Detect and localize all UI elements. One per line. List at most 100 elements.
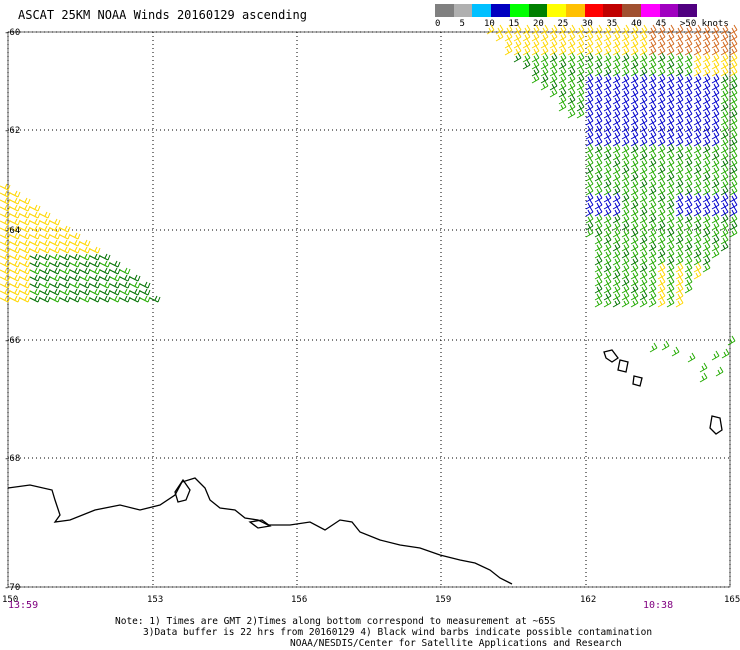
wind-barb	[621, 290, 630, 301]
wind-barb	[630, 220, 639, 231]
wind-barb	[657, 122, 666, 133]
wind-barb	[603, 115, 612, 126]
wind-barb	[59, 239, 71, 247]
wind-barb	[129, 274, 141, 282]
wind-barb	[693, 164, 702, 175]
wind-barb	[702, 241, 711, 252]
wind-barb	[612, 206, 621, 217]
wind-barb	[720, 136, 729, 147]
wind-barb	[666, 31, 675, 42]
wind-barb	[594, 87, 603, 98]
wind-barb	[69, 239, 81, 247]
wind-barb	[576, 59, 585, 70]
wind-barb	[576, 94, 585, 105]
wind-barb	[720, 241, 729, 252]
wind-barb	[702, 73, 711, 84]
wind-barb	[720, 157, 729, 168]
wind-barb	[675, 87, 684, 98]
wind-barb	[621, 185, 630, 196]
wind-barb	[727, 335, 736, 346]
wind-barb	[639, 283, 648, 294]
wind-barb	[702, 143, 711, 154]
wind-barb	[639, 297, 648, 308]
wind-barb	[684, 234, 693, 245]
wind-barb	[675, 171, 684, 182]
wind-barb	[558, 31, 567, 42]
wind-barb	[69, 267, 81, 275]
wind-barb	[657, 276, 666, 287]
wind-barb	[603, 185, 612, 196]
wind-barb	[657, 87, 666, 98]
wind-barb	[69, 281, 81, 289]
wind-barb	[702, 213, 711, 224]
wind-barb	[612, 115, 621, 126]
wind-barb	[666, 45, 675, 56]
wind-barb	[675, 185, 684, 196]
wind-barb	[684, 24, 693, 35]
wind-barb	[675, 108, 684, 119]
wind-barb	[621, 136, 630, 147]
wind-barb	[79, 253, 91, 261]
wind-barb	[69, 253, 81, 261]
wind-barb	[693, 94, 702, 105]
wind-barb	[594, 255, 603, 266]
wind-barb	[711, 38, 720, 49]
wind-barb	[531, 59, 540, 70]
wind-barb	[89, 246, 101, 254]
wind-barb	[594, 262, 603, 273]
wind-barb	[729, 185, 738, 196]
wind-barb	[648, 248, 657, 259]
wind-barb	[648, 122, 657, 133]
wind-barb	[603, 171, 612, 182]
wind-barb	[693, 150, 702, 161]
wind-barb	[720, 143, 729, 154]
wind-barb	[684, 38, 693, 49]
wind-barb	[630, 66, 639, 77]
wind-barb	[59, 274, 71, 282]
wind-barb	[693, 59, 702, 70]
wind-barb	[59, 225, 71, 233]
wind-barb	[19, 239, 31, 247]
wind-barb	[49, 260, 61, 268]
wind-barb	[648, 276, 657, 287]
wind-barb	[585, 59, 594, 70]
wind-barb	[99, 281, 111, 289]
wind-barb	[630, 115, 639, 126]
wind-barb	[119, 288, 131, 296]
wind-barb	[666, 199, 675, 210]
wind-barb	[612, 87, 621, 98]
wind-barb	[693, 269, 702, 280]
legend-label: 15	[508, 19, 520, 29]
wind-barb	[720, 234, 729, 245]
wind-barb	[630, 87, 639, 98]
wind-barb	[612, 248, 621, 259]
wind-barb	[0, 267, 11, 275]
wind-barb	[711, 31, 720, 42]
wind-barb	[657, 171, 666, 182]
footer-note-1: Note: 1) Times are GMT 2)Times along bot…	[115, 616, 556, 627]
wind-barb	[594, 164, 603, 175]
wind-barb	[675, 297, 684, 308]
wind-barb	[9, 274, 21, 282]
wind-barb	[19, 225, 31, 233]
wind-barb	[729, 73, 738, 84]
wind-barb	[531, 52, 540, 63]
wind-barb	[666, 192, 675, 203]
wind-barb	[648, 213, 657, 224]
wind-barb	[702, 24, 711, 35]
wind-barb	[59, 260, 71, 268]
wind-barb	[630, 227, 639, 238]
wind-barb	[603, 38, 612, 49]
wind-barb	[666, 80, 675, 91]
wind-barb	[69, 295, 81, 303]
wind-barb	[657, 52, 666, 63]
wind-barb	[648, 262, 657, 273]
wind-barb	[585, 66, 594, 77]
wind-barb	[29, 211, 41, 219]
wind-barb	[666, 143, 675, 154]
wind-barb	[486, 24, 495, 35]
wind-barb	[657, 31, 666, 42]
wind-barb	[711, 220, 720, 231]
wind-barb	[567, 108, 576, 119]
